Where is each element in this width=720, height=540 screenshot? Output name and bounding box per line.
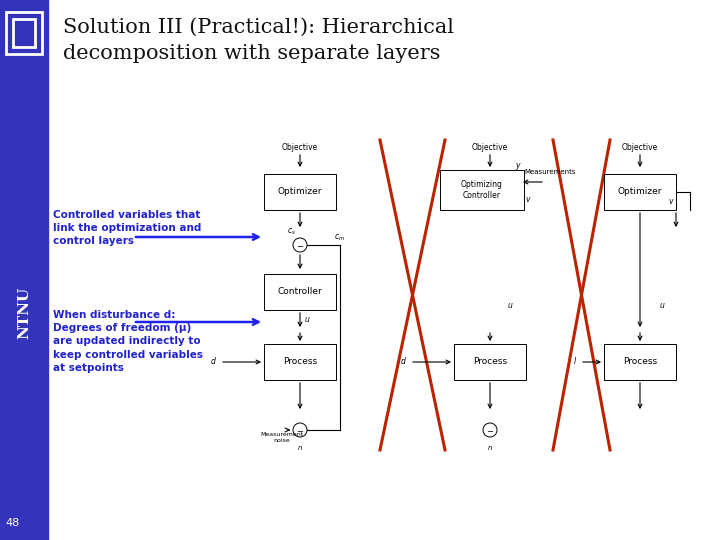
- Text: $n$: $n$: [297, 444, 303, 452]
- Bar: [454, 344, 526, 380]
- Text: Optimizer: Optimizer: [618, 187, 662, 197]
- Bar: [604, 344, 676, 380]
- Text: Objective: Objective: [282, 143, 318, 152]
- Text: When disturbance d:
Degrees of freedom (μ)
are updated indirectly to
keep contro: When disturbance d: Degrees of freedom (…: [53, 310, 203, 373]
- Text: Controlled variables that
link the optimization and
control layers: Controlled variables that link the optim…: [53, 210, 202, 246]
- Text: −: −: [487, 427, 493, 436]
- Text: Process: Process: [283, 357, 317, 367]
- Text: $d$: $d$: [400, 354, 407, 366]
- Text: Process: Process: [623, 357, 657, 367]
- Circle shape: [293, 423, 307, 437]
- Text: Optimizing
Controller: Optimizing Controller: [461, 180, 503, 200]
- Text: Objective: Objective: [622, 143, 658, 152]
- Text: $v$: $v$: [525, 195, 531, 205]
- Text: −: −: [297, 242, 304, 251]
- Text: $u$: $u$: [507, 300, 513, 309]
- Text: $v$: $v$: [668, 198, 675, 206]
- Text: decomposition with separate layers: decomposition with separate layers: [63, 44, 441, 63]
- Bar: [264, 344, 336, 380]
- Text: $u$: $u$: [304, 315, 310, 325]
- Bar: [440, 170, 524, 210]
- Text: Optimizer: Optimizer: [278, 187, 323, 197]
- Text: Measurements: Measurements: [524, 169, 576, 175]
- Text: $c_s$: $c_s$: [287, 227, 296, 237]
- Text: $c_m$: $c_m$: [334, 233, 345, 243]
- Bar: [604, 174, 676, 210]
- Bar: [264, 174, 336, 210]
- Text: −: −: [297, 427, 304, 436]
- Text: Controller: Controller: [278, 287, 323, 296]
- Text: $d$: $d$: [210, 354, 217, 366]
- Circle shape: [483, 423, 497, 437]
- Bar: [13, 19, 35, 47]
- Text: Objective: Objective: [472, 143, 508, 152]
- Text: $l$: $l$: [573, 354, 577, 366]
- Text: $n$: $n$: [487, 444, 493, 452]
- Bar: [264, 274, 336, 310]
- Text: $u$: $u$: [659, 300, 665, 309]
- Circle shape: [293, 238, 307, 252]
- Bar: [6, 12, 42, 54]
- Text: 48: 48: [5, 518, 19, 528]
- Text: Process: Process: [473, 357, 507, 367]
- Text: $y$: $y$: [515, 160, 521, 172]
- Text: Measurement
noise: Measurement noise: [261, 432, 304, 443]
- Text: Solution III (Practical!): Hierarchical: Solution III (Practical!): Hierarchical: [63, 18, 454, 37]
- Bar: [0, 0, 48, 540]
- Text: NTNU: NTNU: [17, 287, 31, 339]
